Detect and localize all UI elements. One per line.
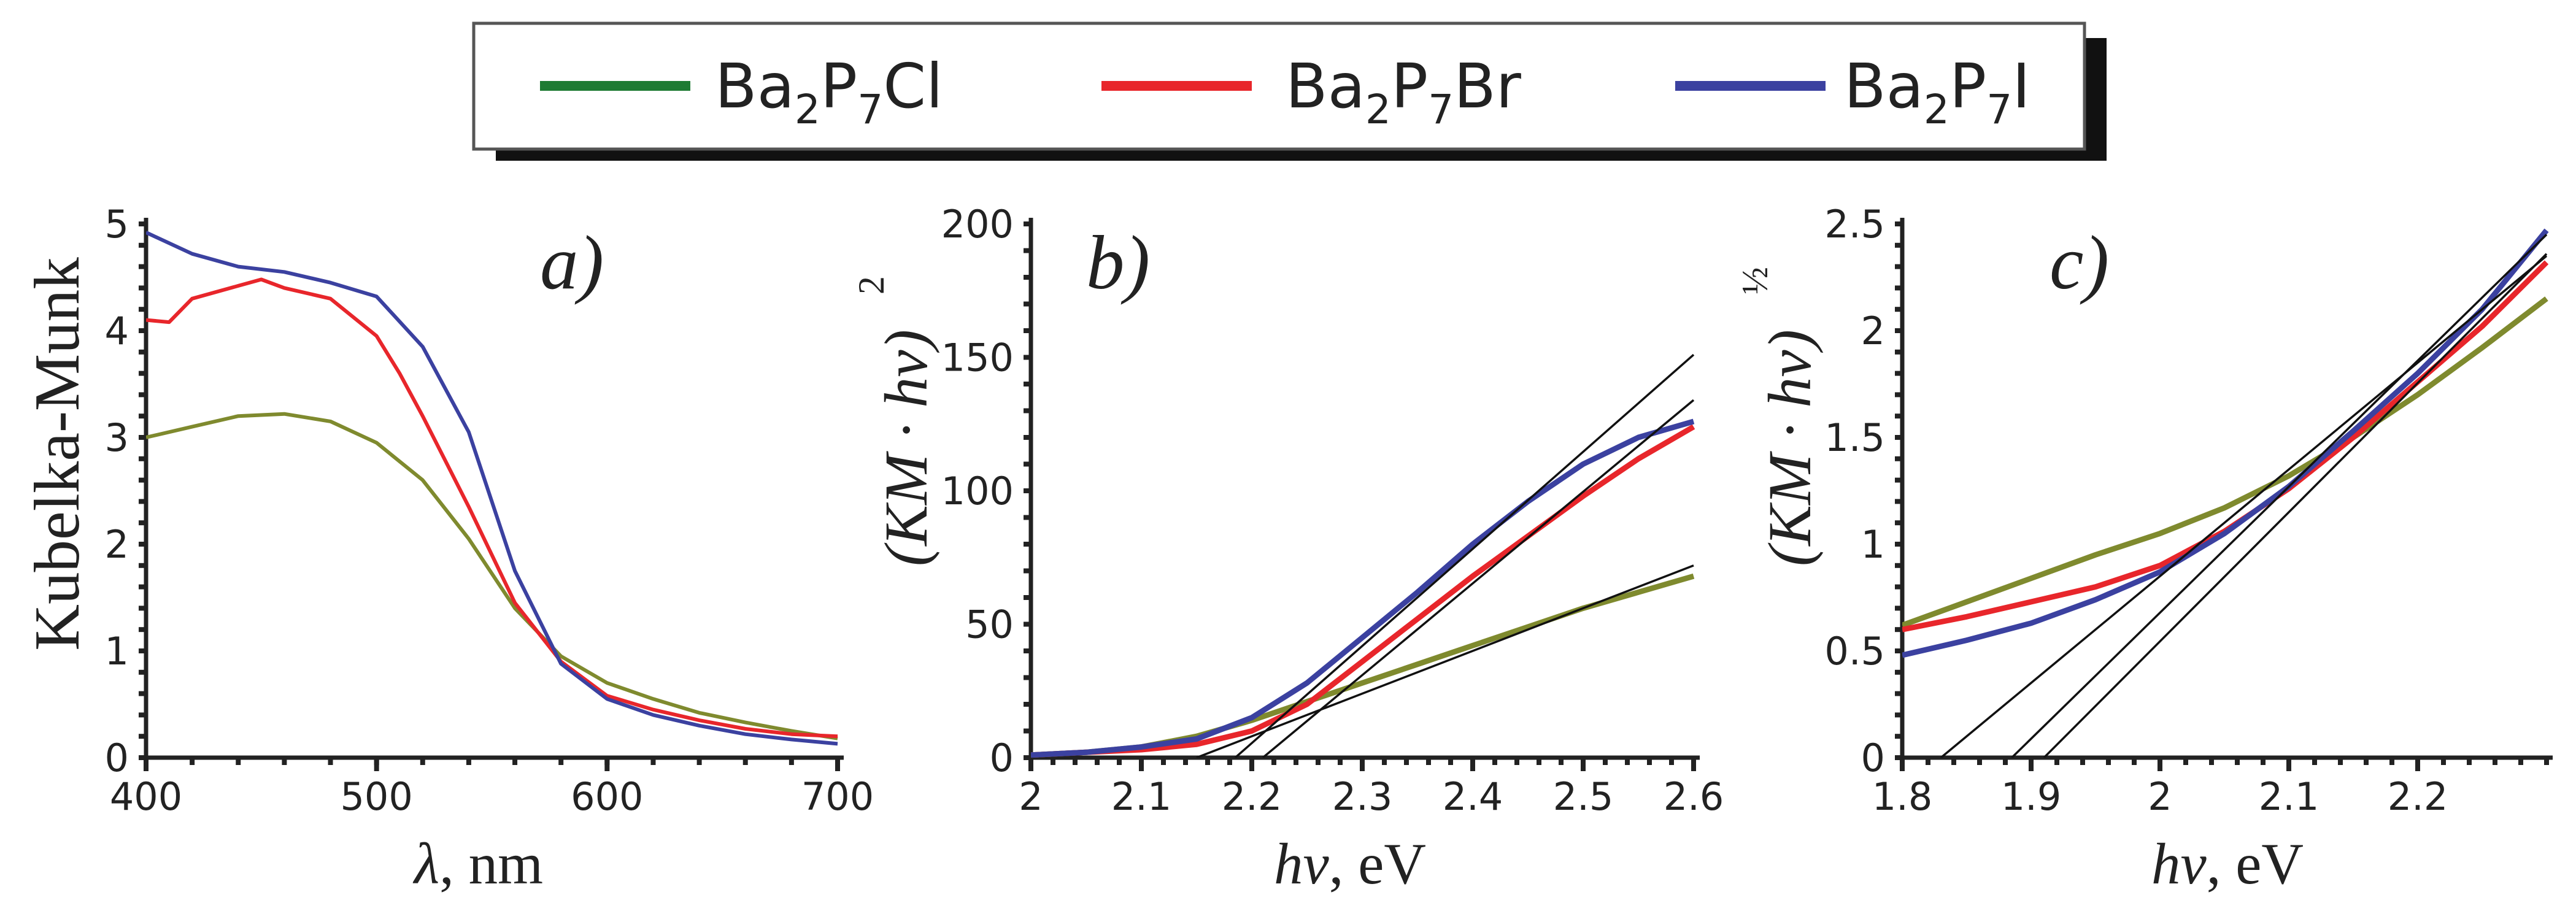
panel-a-xlabel: λ, nm: [412, 831, 543, 896]
panel-b-ytick-label: 150: [941, 336, 1014, 380]
panel-b-xlabel: hv, eV: [1274, 831, 1426, 896]
panel-b-xlabel-symbol: hv: [1274, 831, 1330, 896]
panel-c-fit-line-3: [2043, 253, 2548, 758]
panel-b-ytick-label: 100: [941, 469, 1014, 513]
panel-b-fit-line-1: [1234, 353, 1695, 758]
panel-a-ytick-label: 1: [105, 629, 129, 674]
panel-b-ylabel-exponent: 2: [851, 276, 892, 294]
panel-a-ytick-label: 2: [105, 522, 129, 567]
panel-b-fit-line-3: [1196, 564, 1694, 758]
panel-c-ytick-label: 1.5: [1824, 415, 1885, 460]
panel-a-series-cl: [146, 412, 838, 740]
panel-c-xlabel: hv, eV: [2151, 831, 2304, 896]
panel-b-xtick-label: 2.1: [1111, 774, 1172, 819]
panel-b-xtick-label: 2.5: [1553, 774, 1614, 819]
panel-a-ytick-label: 5: [105, 202, 129, 247]
panel-a-xlabel-symbol: λ: [412, 831, 439, 896]
panel-c-xlabel-symbol: hv: [2151, 831, 2207, 896]
panel-c-ytick-label: 2.5: [1824, 202, 1885, 247]
panel-b-xtick-label: 2.2: [1222, 774, 1282, 819]
panel-a-label: a): [540, 221, 604, 306]
panel-a-series-i: [146, 231, 838, 746]
panel-c-ylabel-expr: (KM · hv): [1756, 329, 1824, 566]
panel-c-ytick-label: 0.5: [1824, 629, 1885, 674]
legend-label-br: Ba2P7Br: [1286, 50, 1522, 133]
panel-b: 2 2.1 2.2 2.3 2.4 2.5 2.6 0 50 100 150 200: [941, 202, 1724, 819]
panel-b-xtick-label: 2.4: [1443, 774, 1503, 819]
panel-c-xtick-label: 2.2: [2388, 774, 2448, 819]
panel-c-ylabel-exponent: ½: [1735, 267, 1775, 294]
panel-a-xtick-label: 700: [801, 774, 874, 819]
panel-c-xtick-label: 1.9: [2001, 774, 2062, 819]
panel-a: 400 500 600 700 0 1 2 3 4 5: [105, 202, 874, 819]
panel-b-ytick-label: 0: [990, 736, 1014, 780]
panel-c-series-cl: [1902, 296, 2548, 628]
panel-b-ylabel: (KM · hv) 2: [851, 276, 940, 566]
panel-b-label: b): [1086, 221, 1150, 306]
panel-b-xtick-label: 2.6: [1664, 774, 1724, 819]
panel-b-ytick-label: 200: [941, 202, 1014, 247]
svg-text:hv, eV: hv, eV: [2151, 831, 2304, 896]
panel-b-xlabel-unit: , eV: [1329, 831, 1426, 896]
panel-b-fit-line-2: [1262, 399, 1695, 758]
panel-a-ytick-label: 3: [105, 415, 129, 460]
svg-text:λ, nm: λ, nm: [412, 831, 543, 896]
panel-c-xtick-label: 1.8: [1872, 774, 1933, 819]
panel-c-label: c): [2050, 221, 2109, 306]
panel-b-series-i: [1031, 418, 1695, 758]
legend-label-cl: Ba2P7Cl: [715, 50, 943, 133]
panel-c: 1.8 1.9 2 2.1 2.2 0 0.5 1 1.5 2 2.5: [1824, 202, 2553, 819]
panel-a-ytick-label: 4: [105, 309, 129, 353]
panel-c-xtick-label: 2.1: [2259, 774, 2320, 819]
panel-c-xlabel-unit: , eV: [2207, 831, 2304, 896]
panel-c-ylabel: (KM · hv) ½: [1735, 267, 1824, 566]
panel-c-fit-line-1: [1940, 255, 2548, 758]
panel-a-xtick-label: 400: [110, 774, 182, 819]
panel-a-series-br: [146, 277, 838, 739]
panel-c-ytick-label: 0: [1861, 736, 1885, 780]
panel-a-xtick-label: 500: [340, 774, 412, 819]
panel-c-ytick-label: 2: [1861, 309, 1885, 353]
panel-b-ylabel-expr: (KM · hv): [872, 329, 940, 566]
legend-label-i: Ba2P7I: [1844, 50, 2030, 133]
panel-b-ytick-label: 50: [965, 602, 1014, 647]
svg-text:hv, eV: hv, eV: [1274, 831, 1426, 896]
panel-a-xlabel-unit: , nm: [439, 831, 543, 896]
panel-c-fit-line-2: [2011, 234, 2548, 758]
legend: Ba2P7Cl Ba2P7Br Ba2P7I: [472, 21, 2107, 161]
panel-b-xtick-label: 2.3: [1332, 774, 1393, 819]
panel-b-xtick-label: 2: [1019, 774, 1043, 819]
panel-a-xtick-label: 600: [571, 774, 643, 819]
panel-c-xtick-label: 2: [2148, 774, 2172, 819]
panel-a-ytick-label: 0: [105, 736, 129, 780]
panel-c-series-i: [1902, 228, 2549, 658]
panel-c-ytick-label: 1: [1861, 522, 1885, 567]
panel-a-ylabel: Kubelka-Munk: [21, 257, 93, 651]
